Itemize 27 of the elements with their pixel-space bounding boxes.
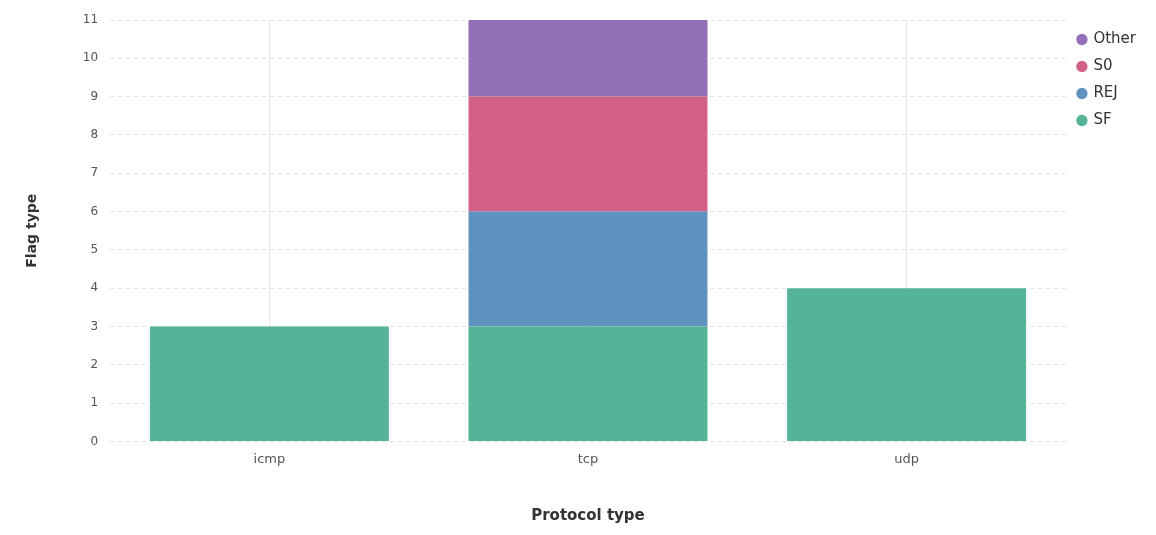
bar bbox=[149, 326, 389, 441]
y-tick-label: 3 bbox=[90, 318, 99, 333]
legend-label: S0 bbox=[1093, 56, 1113, 75]
x-tick-label: tcp bbox=[577, 450, 599, 466]
x-tick-label: udp bbox=[894, 450, 919, 466]
y-tick-label: 1 bbox=[90, 395, 99, 410]
y-tick-label: 6 bbox=[90, 203, 99, 218]
bar bbox=[468, 96, 708, 212]
legend-label: Other bbox=[1093, 29, 1137, 48]
y-axis-title: Flag type bbox=[23, 193, 40, 268]
x-axis-title: Protocol type bbox=[531, 505, 645, 524]
y-tick-label: 4 bbox=[90, 280, 99, 295]
y-tick-label: 2 bbox=[90, 356, 99, 371]
y-tick-label: 0 bbox=[90, 433, 99, 448]
bar bbox=[468, 211, 708, 327]
y-tick-label: 10 bbox=[82, 50, 99, 65]
y-tick-label: 9 bbox=[90, 88, 99, 103]
legend-label: REJ bbox=[1093, 83, 1118, 102]
legend-label: SF bbox=[1093, 110, 1112, 129]
y-tick-label: 11 bbox=[82, 12, 99, 27]
y-tick-label: 7 bbox=[90, 165, 99, 180]
bar bbox=[787, 288, 1027, 441]
x-tick-label: icmp bbox=[253, 450, 286, 466]
y-tick-label: 5 bbox=[90, 241, 99, 256]
bar bbox=[468, 326, 708, 441]
bar bbox=[468, 20, 708, 97]
y-tick-label: 8 bbox=[90, 127, 99, 142]
